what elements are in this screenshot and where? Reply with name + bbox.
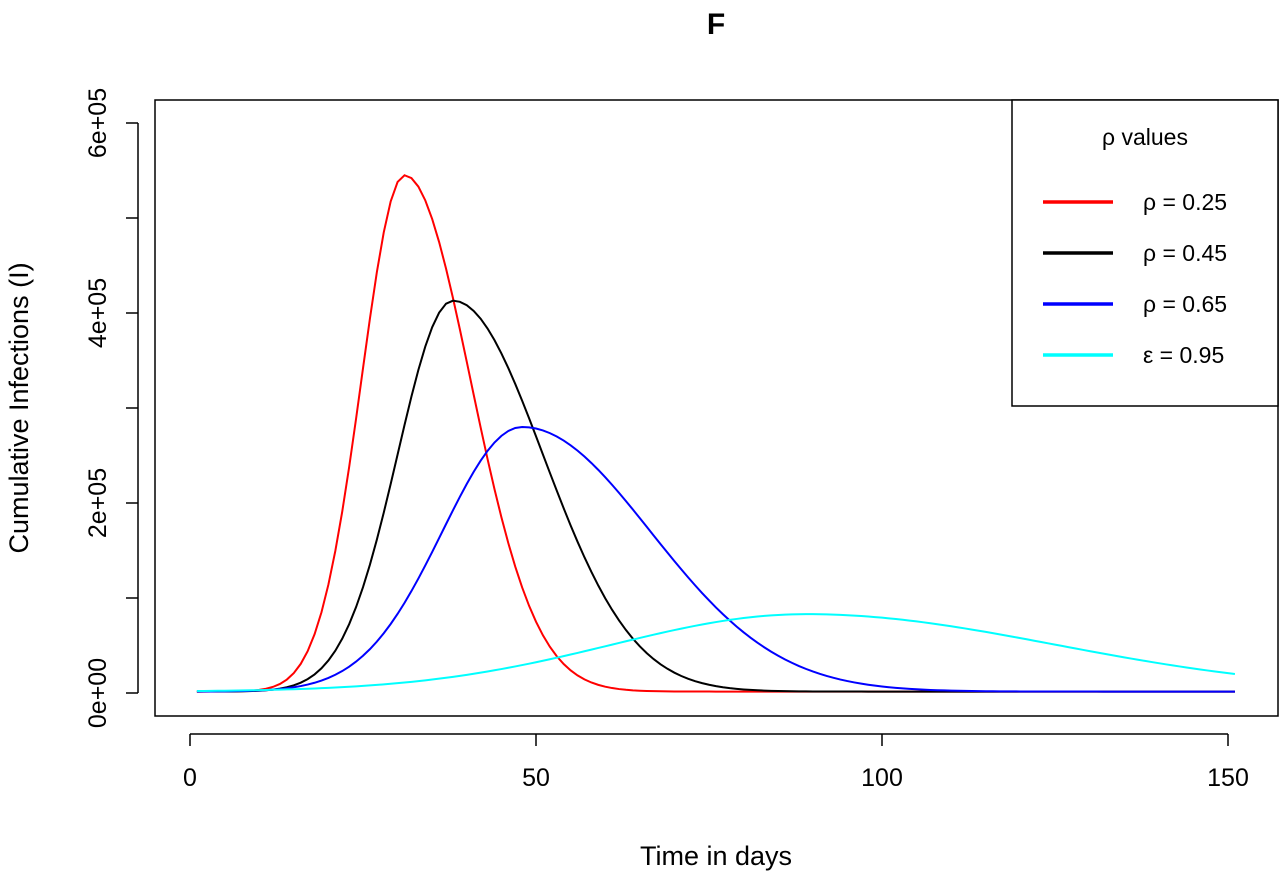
chart-title: F — [707, 8, 725, 41]
series-line — [196, 425, 1235, 693]
legend: ρ values ρ = 0.25 ρ = 0.45 ρ = 0.65 ε = 0.9… — [1011, 99, 1279, 407]
x-tick-label: 50 — [522, 764, 550, 792]
y-tick-label: 6e+05 — [84, 88, 112, 158]
series-line — [196, 613, 1236, 693]
x-tick-label: 100 — [861, 764, 903, 792]
x-axis: 0 50 100 150 — [183, 733, 1249, 792]
legend-title: ρ values — [1102, 124, 1188, 150]
plot-frame — [154, 99, 1279, 717]
x-tick-label: 0 — [183, 764, 197, 792]
x-tick-label: 150 — [1207, 764, 1249, 792]
y-tick-label: 0e+00 — [84, 658, 112, 728]
legend-label: ε = 0.95 — [1143, 342, 1224, 368]
x-axis-label: Time in days — [640, 841, 792, 871]
legend-label: ρ = 0.25 — [1143, 189, 1227, 215]
legend-label: ρ = 0.65 — [1143, 291, 1227, 317]
series-group — [196, 174, 1236, 693]
y-axis-label: Cumulative Infections (I) — [4, 262, 34, 553]
legend-label: ρ = 0.45 — [1143, 240, 1227, 266]
y-axis: 0e+00 2e+05 4e+05 6e+05 — [84, 88, 139, 728]
y-tick-label: 4e+05 — [84, 278, 112, 348]
legend-entries: ρ = 0.25 ρ = 0.45 ρ = 0.65 ε = 0.95 — [1043, 189, 1227, 368]
y-tick-label: 2e+05 — [84, 468, 112, 538]
